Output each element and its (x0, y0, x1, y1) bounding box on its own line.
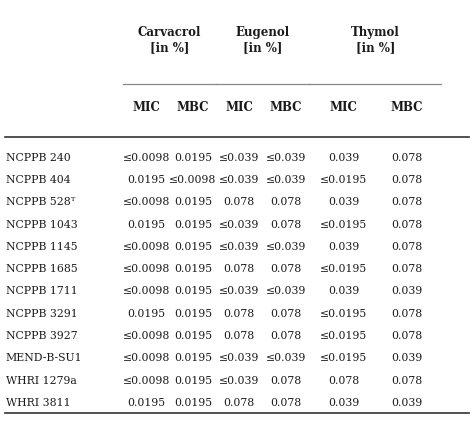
Text: 0.078: 0.078 (270, 220, 301, 230)
Text: 0.0195: 0.0195 (174, 375, 212, 386)
Text: 0.078: 0.078 (224, 398, 255, 408)
Text: WHRI 1279a: WHRI 1279a (6, 375, 76, 386)
Text: 0.0195: 0.0195 (128, 175, 165, 185)
Text: 0.078: 0.078 (224, 197, 255, 207)
Text: ≤0.0195: ≤0.0195 (320, 220, 367, 230)
Text: NCPPB 1043: NCPPB 1043 (6, 220, 77, 230)
Text: 0.078: 0.078 (328, 375, 359, 386)
Text: 0.039: 0.039 (328, 287, 359, 296)
Text: 0.078: 0.078 (270, 398, 301, 408)
Text: ≤0.039: ≤0.039 (219, 375, 259, 386)
Text: WHRI 3811: WHRI 3811 (6, 398, 70, 408)
Text: 0.078: 0.078 (270, 331, 301, 341)
Text: 0.0195: 0.0195 (174, 264, 212, 274)
Text: ≤0.0195: ≤0.0195 (320, 309, 367, 319)
Text: ≤0.0098: ≤0.0098 (123, 353, 170, 363)
Text: 0.078: 0.078 (270, 375, 301, 386)
Text: NCPPB 404: NCPPB 404 (6, 175, 70, 185)
Text: ≤0.039: ≤0.039 (219, 175, 259, 185)
Text: NCPPB 3291: NCPPB 3291 (6, 309, 77, 319)
Text: ≤0.0098: ≤0.0098 (169, 175, 217, 185)
Text: 0.039: 0.039 (391, 353, 422, 363)
Text: ≤0.039: ≤0.039 (265, 153, 306, 163)
Text: ≤0.0195: ≤0.0195 (320, 331, 367, 341)
Text: 0.0195: 0.0195 (128, 309, 165, 319)
Text: 0.078: 0.078 (224, 309, 255, 319)
Text: 0.078: 0.078 (270, 264, 301, 274)
Text: 0.0195: 0.0195 (174, 287, 212, 296)
Text: NCPPB 1145: NCPPB 1145 (6, 242, 77, 252)
Text: 0.078: 0.078 (391, 242, 422, 252)
Text: 0.078: 0.078 (224, 264, 255, 274)
Text: 0.0195: 0.0195 (174, 220, 212, 230)
Text: MEND-B-SU1: MEND-B-SU1 (6, 353, 82, 363)
Text: 0.078: 0.078 (391, 197, 422, 207)
Text: MBC: MBC (270, 101, 302, 114)
Text: 0.039: 0.039 (328, 153, 359, 163)
Text: 0.0195: 0.0195 (128, 398, 165, 408)
Text: 0.0195: 0.0195 (174, 331, 212, 341)
Text: NCPPB 3927: NCPPB 3927 (6, 331, 77, 341)
Text: MIC: MIC (330, 101, 358, 114)
Text: 0.039: 0.039 (328, 242, 359, 252)
Text: ≤0.0098: ≤0.0098 (123, 264, 170, 274)
Text: MIC: MIC (225, 101, 253, 114)
Text: ≤0.0098: ≤0.0098 (123, 242, 170, 252)
Text: 0.0195: 0.0195 (174, 398, 212, 408)
Text: 0.0195: 0.0195 (174, 197, 212, 207)
Text: MBC: MBC (177, 101, 209, 114)
Text: 0.078: 0.078 (224, 331, 255, 341)
Text: 0.0195: 0.0195 (128, 220, 165, 230)
Text: NCPPB 240: NCPPB 240 (6, 153, 71, 163)
Text: 0.078: 0.078 (391, 175, 422, 185)
Text: Eugenol
[in %]: Eugenol [in %] (236, 26, 290, 54)
Text: 0.0195: 0.0195 (174, 353, 212, 363)
Text: ≤0.039: ≤0.039 (265, 287, 306, 296)
Text: ≤0.039: ≤0.039 (219, 153, 259, 163)
Text: 0.0195: 0.0195 (174, 309, 212, 319)
Text: ≤0.039: ≤0.039 (219, 242, 259, 252)
Text: 0.078: 0.078 (270, 309, 301, 319)
Text: 0.039: 0.039 (391, 287, 422, 296)
Text: ≤0.039: ≤0.039 (219, 287, 259, 296)
Text: 0.0195: 0.0195 (174, 242, 212, 252)
Text: 0.039: 0.039 (328, 197, 359, 207)
Text: 0.078: 0.078 (391, 331, 422, 341)
Text: ≤0.0098: ≤0.0098 (123, 287, 170, 296)
Text: 0.078: 0.078 (391, 309, 422, 319)
Text: 0.078: 0.078 (270, 197, 301, 207)
Text: NCPPB 528ᵀ: NCPPB 528ᵀ (6, 197, 75, 207)
Text: ≤0.039: ≤0.039 (265, 242, 306, 252)
Text: 0.078: 0.078 (391, 264, 422, 274)
Text: 0.078: 0.078 (391, 375, 422, 386)
Text: 0.039: 0.039 (391, 398, 422, 408)
Text: ≤0.0098: ≤0.0098 (123, 153, 170, 163)
Text: 0.078: 0.078 (391, 220, 422, 230)
Text: NCPPB 1685: NCPPB 1685 (6, 264, 77, 274)
Text: NCPPB 1711: NCPPB 1711 (6, 287, 77, 296)
Text: ≤0.039: ≤0.039 (265, 175, 306, 185)
Text: ≤0.039: ≤0.039 (265, 353, 306, 363)
Text: ≤0.0098: ≤0.0098 (123, 197, 170, 207)
Text: MIC: MIC (132, 101, 160, 114)
Text: Carvacrol
[in %]: Carvacrol [in %] (138, 26, 201, 54)
Text: 0.0195: 0.0195 (174, 153, 212, 163)
Text: ≤0.039: ≤0.039 (219, 353, 259, 363)
Text: ≤0.0098: ≤0.0098 (123, 375, 170, 386)
Text: Thymol
[in %]: Thymol [in %] (351, 26, 400, 54)
Text: 0.039: 0.039 (328, 398, 359, 408)
Text: 0.078: 0.078 (391, 153, 422, 163)
Text: ≤0.0195: ≤0.0195 (320, 353, 367, 363)
Text: ≤0.0098: ≤0.0098 (123, 331, 170, 341)
Text: ≤0.0195: ≤0.0195 (320, 175, 367, 185)
Text: ≤0.0195: ≤0.0195 (320, 264, 367, 274)
Text: MBC: MBC (390, 101, 423, 114)
Text: ≤0.039: ≤0.039 (219, 220, 259, 230)
